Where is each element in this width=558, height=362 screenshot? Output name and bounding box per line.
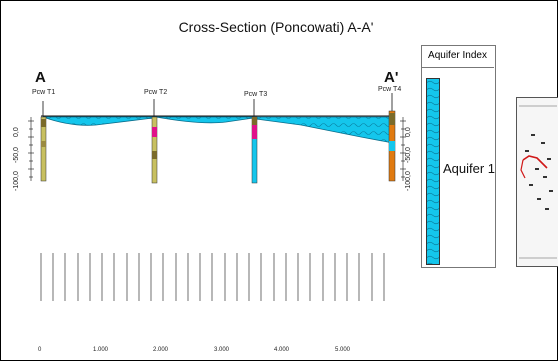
scale-label-5000: 5.000	[335, 347, 350, 353]
section-drawing	[1, 1, 421, 362]
scale-label-2000: 2.000	[153, 347, 168, 353]
depth-axis-right	[400, 117, 406, 181]
well-column-t4	[389, 93, 395, 181]
aquifer-1-lens-middle	[156, 117, 253, 123]
distance-scale	[41, 253, 384, 301]
well-column-t3	[252, 99, 257, 183]
location-minimap	[516, 97, 558, 267]
legend-title: Aquifer Index	[421, 45, 494, 68]
well-column-t2	[152, 99, 157, 183]
legend-swatch-aquifer-1	[426, 78, 440, 265]
scale-label-4000: 4.000	[274, 347, 289, 353]
scale-label-1000: 1.000	[93, 347, 108, 353]
scale-label-0: 0	[38, 347, 41, 353]
scale-label-3000: 3.000	[214, 347, 229, 353]
aquifer-1-lens-left	[43, 117, 156, 125]
depth-axis-left	[28, 117, 34, 181]
well-column-t1	[41, 101, 46, 181]
legend-label-aquifer-1: Aquifer 1	[443, 161, 495, 176]
